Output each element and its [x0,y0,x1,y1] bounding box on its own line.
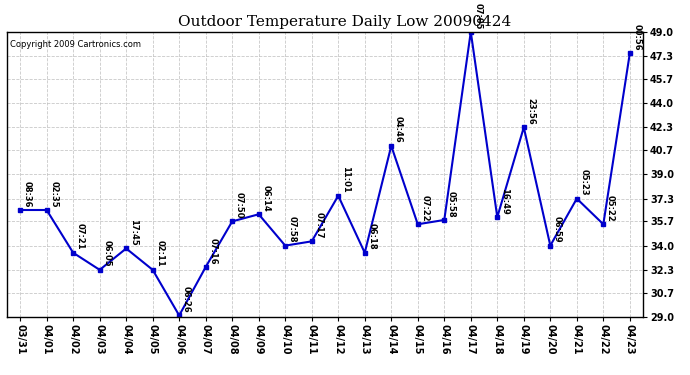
Text: Outdoor Temperature Daily Low 20090424: Outdoor Temperature Daily Low 20090424 [179,15,511,29]
Text: 06:18: 06:18 [368,224,377,250]
Text: 07:21: 07:21 [76,224,85,250]
Text: 23:56: 23:56 [526,98,535,124]
Text: 02:35: 02:35 [50,181,59,207]
Text: 07:58: 07:58 [288,216,297,243]
Text: 05:23: 05:23 [580,169,589,196]
Text: 08:36: 08:36 [23,181,32,207]
Text: 16:49: 16:49 [500,188,509,214]
Text: Copyright 2009 Cartronics.com: Copyright 2009 Cartronics.com [10,40,141,50]
Text: 07:05: 07:05 [473,3,482,29]
Text: 06:26: 06:26 [182,286,191,313]
Text: 11:01: 11:01 [341,166,350,193]
Text: 17:45: 17:45 [129,219,138,246]
Text: 05:22: 05:22 [606,195,615,222]
Text: 04:46: 04:46 [394,116,403,143]
Text: 07:17: 07:17 [315,212,324,238]
Text: 07:50: 07:50 [235,192,244,219]
Text: 07:22: 07:22 [420,195,430,222]
Text: 00:56: 00:56 [633,24,642,51]
Text: 05:58: 05:58 [447,190,456,217]
Text: 02:11: 02:11 [155,240,164,267]
Text: 06:59: 06:59 [553,216,562,243]
Text: 06:05: 06:05 [102,240,112,267]
Text: 06:14: 06:14 [262,185,270,211]
Text: 07:16: 07:16 [208,238,217,264]
